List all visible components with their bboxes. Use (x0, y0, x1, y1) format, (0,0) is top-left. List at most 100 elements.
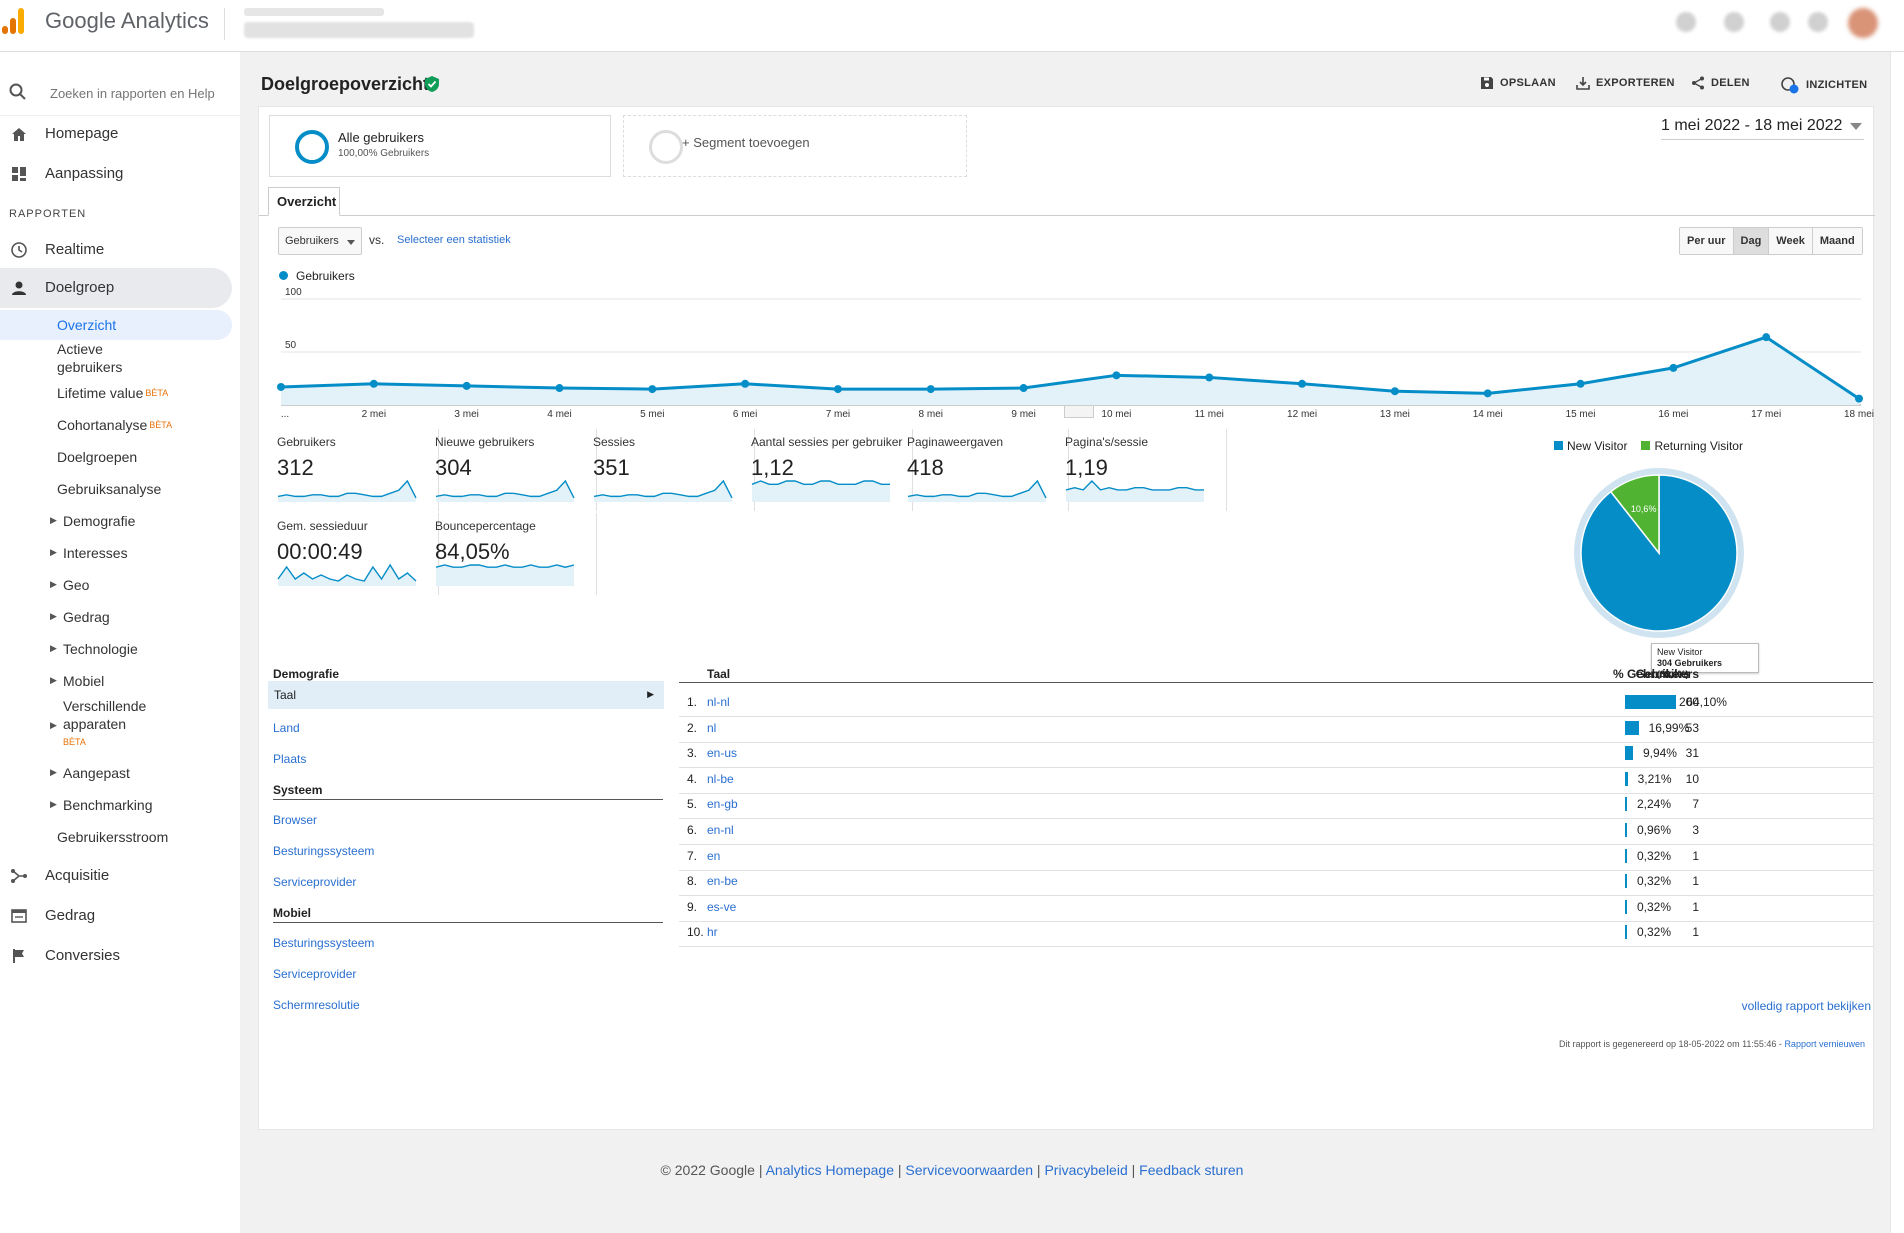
row-language-link[interactable]: nl (707, 720, 717, 735)
sidebar-item-technology[interactable]: Technologie (63, 641, 138, 657)
analytics-logo-icon[interactable] (0, 6, 28, 36)
full-report-link[interactable]: volledig rapport bekijken (1741, 999, 1871, 1013)
sparkline (1065, 479, 1204, 502)
segment-all-users[interactable]: Alle gebruikers 100,00% Gebruikers (269, 115, 611, 177)
insights-button[interactable]: INZICHTEN (1780, 76, 1867, 94)
scorecard[interactable]: Bouncepercentage 84,05% (427, 513, 597, 595)
chart-collapse-handle[interactable] (1064, 406, 1094, 418)
export-button[interactable]: EXPORTEREN (1576, 76, 1675, 90)
help-icon[interactable] (1770, 12, 1790, 32)
dim-item-country[interactable]: Land (273, 721, 300, 735)
nav-conversions[interactable]: Conversies (0, 938, 232, 974)
row-language-link[interactable]: hr (707, 925, 718, 940)
row-rank: 4. (687, 771, 698, 786)
scorecard[interactable]: Paginaweergaven 418 (899, 429, 1069, 511)
dim-item-mobile-os[interactable]: Besturingssysteem (273, 936, 375, 950)
granularity-hour[interactable]: Per uur (1680, 228, 1734, 254)
sidebar-item-cohort[interactable]: Cohortanalyse BÈTA (57, 416, 172, 434)
scorecard[interactable]: Gebruikers 312 (269, 429, 439, 511)
sidebar-item-geo[interactable]: Geo (63, 577, 90, 593)
more-options-icon[interactable] (1808, 12, 1828, 32)
sidebar-item-interests[interactable]: Interesses (63, 545, 128, 561)
dim-item-city[interactable]: Plaats (273, 752, 307, 766)
sidebar-item-user-explorer[interactable]: Gebruiksanalyse (57, 481, 162, 497)
dim-item-mobile-provider[interactable]: Serviceprovider (273, 967, 357, 981)
footer-link-feedback[interactable]: Feedback sturen (1139, 1162, 1244, 1178)
sidebar-item-lifetime-value[interactable]: Lifetime value BÈTA (57, 384, 168, 402)
table-row: 5. en-gb 7 2,24% (679, 788, 1873, 820)
sidebar-item-overview[interactable]: Overzicht (0, 310, 232, 340)
y-tick-label: 50 (285, 340, 297, 351)
row-users: 200 (1678, 695, 1699, 709)
row-pct-bar (1625, 848, 1627, 863)
search-input[interactable] (48, 82, 218, 104)
granularity-week[interactable]: Week (1769, 228, 1813, 254)
data-point (1669, 363, 1678, 372)
avatar[interactable] (1848, 8, 1878, 38)
nav-homepage[interactable]: Homepage (0, 116, 232, 152)
scrollbar[interactable] (1890, 52, 1904, 1233)
row-pct-bar (1625, 695, 1677, 709)
choose-statistic-link[interactable]: Selecteer een statistiek (397, 234, 511, 246)
pie-slice-returning (1609, 474, 1660, 556)
refresh-report-link[interactable]: Rapport vernieuwen (1784, 1039, 1865, 1049)
granularity-day[interactable]: Dag (1733, 228, 1770, 254)
sidebar-item-cross-device[interactable]: Verschillende apparaten BÈTA (63, 697, 173, 751)
pie-legend-new: New Visitor (1554, 439, 1627, 453)
nav-customization[interactable]: Aanpassing (0, 156, 232, 192)
sparkline-area (752, 481, 890, 502)
item-label: Lifetime value (57, 385, 144, 401)
sidebar-item-active-users[interactable]: Actieve gebruikers (57, 341, 123, 375)
scorecard[interactable]: Gem. sessieduur 00:00:49 (269, 513, 439, 595)
scorecard-title: Paginaweergaven (907, 435, 1004, 449)
scorecard[interactable]: Nieuwe gebruikers 304 (427, 429, 597, 511)
scorecard[interactable]: Pagina's/sessie 1,19 (1057, 429, 1227, 511)
account-selector[interactable] (244, 8, 484, 40)
sidebar-item-benchmarking[interactable]: Benchmarking (63, 797, 153, 813)
row-pct-bar (1625, 823, 1627, 837)
sidebar-item-users-flow[interactable]: Gebruikersstroom (57, 829, 169, 845)
nav-behavior[interactable]: Gedrag (0, 898, 232, 934)
footer-link-terms[interactable]: Servicevoorwaarden (905, 1162, 1034, 1178)
granularity-month[interactable]: Maand (1812, 228, 1862, 254)
metric-select[interactable]: Gebruikers (278, 227, 362, 255)
sidebar-item-demographics[interactable]: Demografie (63, 513, 136, 529)
row-language-link[interactable]: es-ve (707, 899, 737, 914)
dim-item-provider[interactable]: Serviceprovider (273, 875, 357, 889)
row-language-link[interactable]: en-be (707, 874, 738, 889)
sidebar-item-audiences[interactable]: Doelgroepen (57, 449, 138, 465)
dim-item-screen-resolution[interactable]: Schermresolutie (273, 998, 360, 1012)
row-language-link[interactable]: nl-be (707, 771, 734, 786)
row-language-link[interactable]: nl-nl (707, 695, 730, 709)
nav-audience[interactable]: Doelgroep (0, 268, 232, 308)
row-language-link[interactable]: en (707, 848, 721, 863)
table-row: 1. nl-nl 200 64,10% (679, 686, 1873, 717)
notification-icon[interactable] (1676, 12, 1696, 32)
dim-item-language[interactable]: Taal ▶ (268, 681, 664, 709)
row-language-link[interactable]: en-us (707, 746, 738, 761)
vs-label: vs. (369, 233, 385, 247)
scorecard[interactable]: Sessies 351 (585, 429, 755, 511)
row-language-link[interactable]: en-gb (707, 797, 738, 812)
dim-item-browser[interactable]: Browser (273, 813, 318, 827)
save-button[interactable]: OPSLAAN (1480, 76, 1556, 90)
dim-item-os[interactable]: Besturingssysteem (273, 844, 375, 858)
row-pct: 0,96% (1637, 823, 1672, 837)
nav-acquisition[interactable]: Acquisitie (0, 858, 232, 894)
footer-link-analytics-home[interactable]: Analytics Homepage (765, 1162, 894, 1178)
nav-realtime[interactable]: Realtime (0, 232, 232, 268)
apps-icon[interactable] (1724, 12, 1744, 32)
date-range-picker[interactable]: 1 mei 2022 - 18 mei 2022 (1661, 117, 1865, 140)
add-segment-button[interactable]: + Segment toevoegen (623, 115, 967, 177)
footer-link-privacy[interactable]: Privacybeleid (1044, 1162, 1128, 1178)
tab-overview[interactable]: Overzicht (268, 187, 340, 216)
data-point (1019, 384, 1028, 393)
sidebar-item-mobile[interactable]: Mobiel (63, 673, 105, 689)
row-language-link[interactable]: en-nl (707, 823, 734, 837)
scorecard[interactable]: Aantal sessies per gebruiker 1,12 (743, 429, 913, 511)
share-button[interactable]: DELEN (1691, 76, 1750, 90)
row-pct-bar (1625, 899, 1627, 914)
sidebar-item-behavior[interactable]: Gedrag (63, 609, 110, 625)
app-name: Google Analytics (45, 8, 209, 33)
sidebar-item-custom[interactable]: Aangepast (63, 765, 130, 781)
